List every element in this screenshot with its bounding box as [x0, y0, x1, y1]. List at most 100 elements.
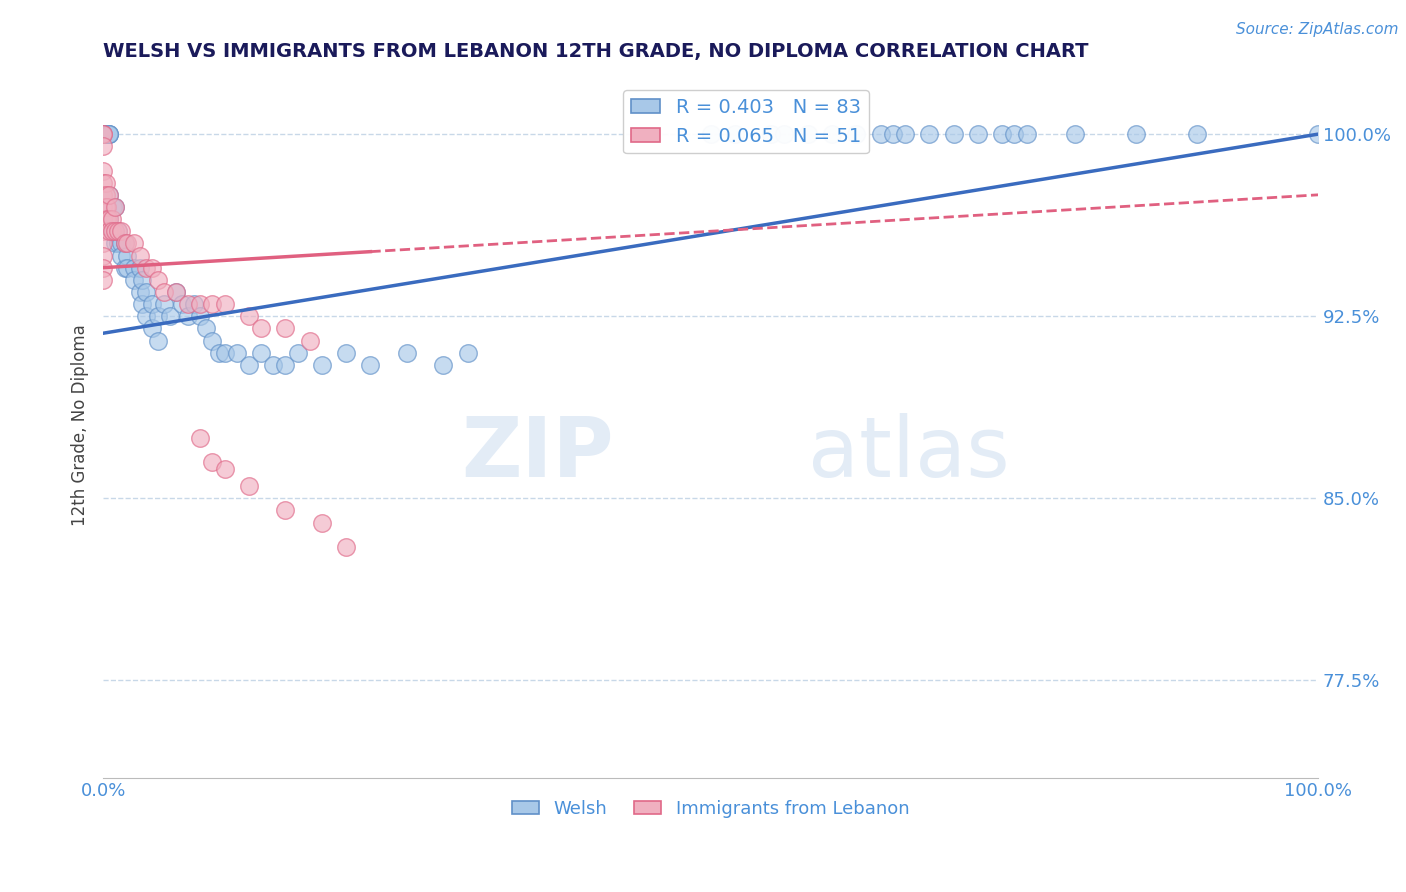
Point: [91, 273, 114, 287]
Point: [91, 236, 114, 251]
Point: [250, 345, 273, 359]
Point: [122, 260, 145, 275]
Point: [98, 224, 121, 238]
Point: [724, 127, 747, 141]
Point: [91, 127, 114, 141]
Point: [188, 310, 211, 324]
Point: [165, 285, 187, 299]
Point: [188, 297, 211, 311]
Point: [135, 310, 157, 324]
Point: [772, 127, 794, 141]
Point: [869, 127, 891, 141]
Point: [104, 224, 127, 238]
Point: [104, 200, 127, 214]
Point: [1185, 127, 1208, 141]
Point: [91, 212, 114, 227]
Point: [214, 462, 236, 476]
Point: [214, 345, 236, 359]
Point: [91, 127, 114, 141]
Point: [942, 127, 965, 141]
Point: [1015, 127, 1038, 141]
Point: [432, 358, 454, 372]
Point: [91, 127, 114, 141]
Point: [94, 200, 117, 214]
Point: [91, 127, 114, 141]
Point: [110, 236, 132, 251]
Point: [122, 236, 145, 251]
Point: [262, 358, 284, 372]
Point: [98, 127, 121, 141]
Point: [91, 187, 114, 202]
Point: [165, 285, 187, 299]
Point: [94, 187, 117, 202]
Point: [98, 127, 121, 141]
Point: [188, 431, 211, 445]
Point: [100, 224, 122, 238]
Point: [94, 176, 117, 190]
Point: [967, 127, 990, 141]
Point: [104, 236, 127, 251]
Point: [141, 321, 163, 335]
Point: [91, 248, 114, 262]
Point: [761, 127, 783, 141]
Point: [98, 212, 121, 227]
Point: [96, 200, 118, 214]
Point: [128, 260, 150, 275]
Point: [201, 334, 224, 348]
Point: [298, 334, 321, 348]
Point: [195, 321, 218, 335]
Point: [1125, 127, 1147, 141]
Point: [101, 200, 124, 214]
Point: [91, 127, 114, 141]
Point: [699, 127, 721, 141]
Point: [894, 127, 917, 141]
Point: [128, 285, 150, 299]
Point: [141, 297, 163, 311]
Point: [98, 187, 121, 202]
Point: [91, 200, 114, 214]
Point: [131, 273, 153, 287]
Text: WELSH VS IMMIGRANTS FROM LEBANON 12TH GRADE, NO DIPLOMA CORRELATION CHART: WELSH VS IMMIGRANTS FROM LEBANON 12TH GR…: [103, 42, 1088, 61]
Y-axis label: 12th Grade, No Diploma: 12th Grade, No Diploma: [72, 325, 89, 526]
Point: [359, 358, 381, 372]
Point: [91, 163, 114, 178]
Point: [845, 127, 868, 141]
Point: [311, 358, 333, 372]
Point: [287, 345, 309, 359]
Point: [114, 260, 136, 275]
Point: [146, 310, 169, 324]
Point: [1308, 127, 1330, 141]
Point: [107, 224, 129, 238]
Point: [146, 334, 169, 348]
Point: [107, 236, 129, 251]
Point: [114, 236, 136, 251]
Point: [153, 297, 176, 311]
Point: [311, 516, 333, 530]
Point: [135, 260, 157, 275]
Point: [110, 248, 132, 262]
Point: [797, 127, 820, 141]
Point: [238, 358, 260, 372]
Point: [225, 345, 247, 359]
Point: [172, 297, 194, 311]
Point: [918, 127, 941, 141]
Point: [91, 127, 114, 141]
Text: atlas: atlas: [808, 413, 1010, 494]
Point: [122, 273, 145, 287]
Point: [114, 236, 136, 251]
Point: [141, 260, 163, 275]
Text: ZIP: ZIP: [461, 413, 613, 494]
Point: [91, 127, 114, 141]
Point: [104, 224, 127, 238]
Point: [274, 321, 297, 335]
Point: [107, 224, 129, 238]
Point: [183, 297, 205, 311]
Point: [96, 212, 118, 227]
Point: [135, 285, 157, 299]
Point: [117, 236, 139, 251]
Point: [250, 321, 273, 335]
Point: [91, 127, 114, 141]
Point: [117, 260, 139, 275]
Text: Source: ZipAtlas.com: Source: ZipAtlas.com: [1236, 22, 1399, 37]
Point: [146, 273, 169, 287]
